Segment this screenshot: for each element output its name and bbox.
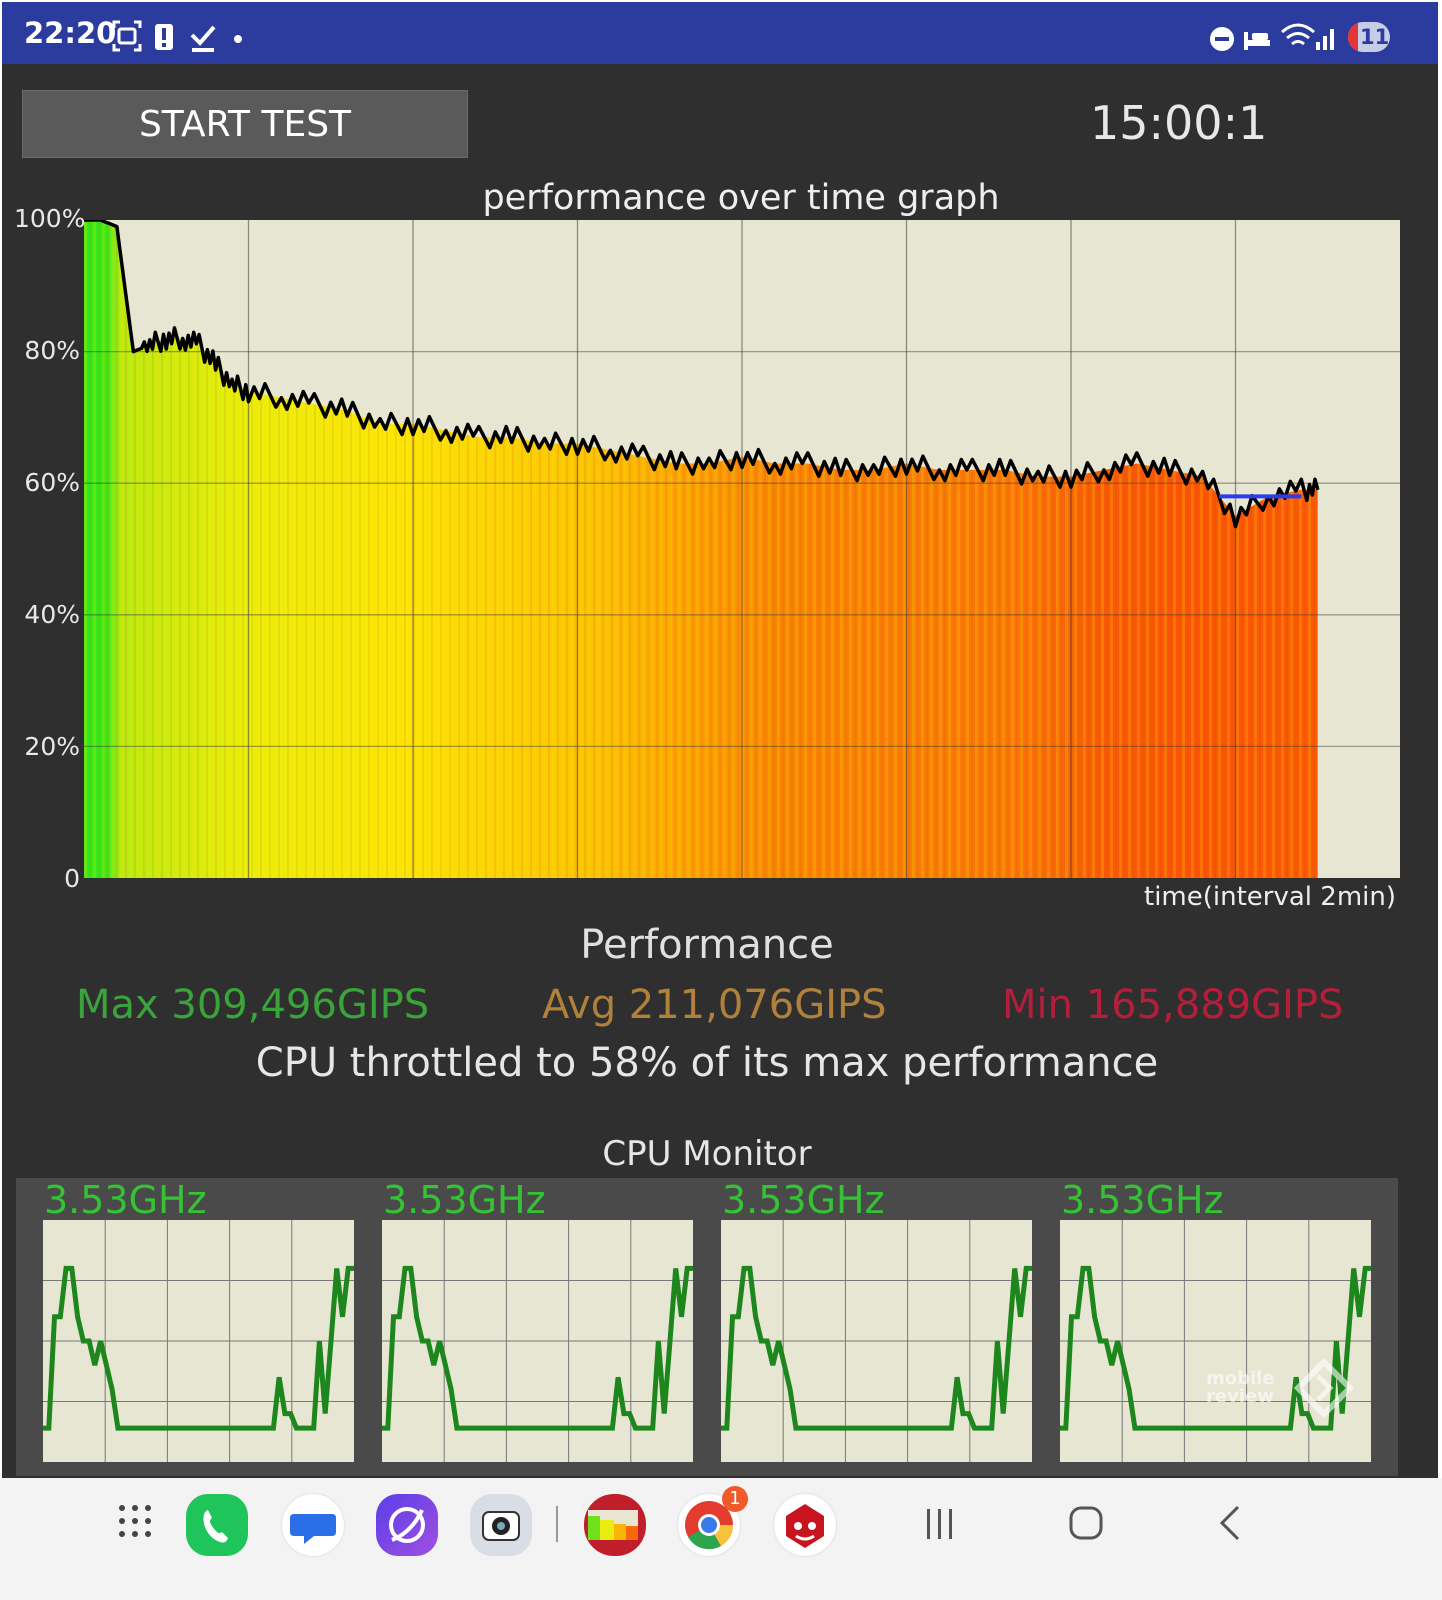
camera-app-icon[interactable]: [470, 1494, 532, 1556]
cpu-monitor-title: CPU Monitor: [602, 1134, 812, 1174]
cpu-core-frequency: 3.53GHz: [383, 1178, 546, 1222]
signal-icon: [1316, 29, 1334, 50]
start-test-button[interactable]: START TEST: [22, 90, 468, 158]
dot-icon: [234, 35, 242, 43]
apps-grid-icon[interactable]: [116, 1502, 156, 1542]
alert-icon: [155, 24, 173, 50]
throttle-summary: CPU throttled to 58% of its max performa…: [255, 1040, 1159, 1086]
phone-app-icon[interactable]: [186, 1494, 248, 1556]
internet-app-icon[interactable]: [376, 1494, 438, 1556]
cpu-core-graph: [721, 1220, 1032, 1462]
antutu-app-icon[interactable]: [774, 1494, 836, 1556]
y-tick-label: 20%: [24, 732, 80, 761]
home-icon[interactable]: [1066, 1503, 1106, 1543]
y-tick-label: 60%: [24, 468, 80, 497]
battery-indicator: 11: [1348, 22, 1390, 52]
cpu-frequency-line: [1060, 1265, 1371, 1431]
cpu-frequency-line: [43, 1265, 354, 1431]
watermark-text: mobile review: [1206, 1368, 1275, 1407]
cpu-core-graphs: [43, 1220, 1371, 1462]
cpu-core-graph: [382, 1220, 693, 1462]
y-tick-label: 80%: [24, 336, 80, 365]
bed-icon: [1244, 32, 1270, 50]
cpu-frequency-line: [382, 1265, 693, 1431]
cpu-core-frequency: 3.53GHz: [44, 1178, 207, 1222]
performance-line: [84, 220, 1320, 529]
performance-line-group: [84, 220, 1320, 529]
cpu-core-graph: [1060, 1220, 1371, 1462]
cpu-core-frequency: 3.53GHz: [1061, 1178, 1224, 1222]
status-icons: [112, 20, 1334, 52]
avg-performance: Avg 211,076GIPS: [542, 982, 887, 1028]
performance-heading: Performance: [580, 922, 834, 968]
y-tick-label: 40%: [24, 600, 80, 629]
notification-badge: 1: [722, 1486, 748, 1512]
wifi-icon: [1281, 23, 1315, 46]
performance-marks: [84, 220, 1318, 878]
min-performance: Min 165,889GIPS: [1002, 982, 1344, 1028]
x-axis-label: time(interval 2min): [1144, 882, 1396, 912]
throttling-app-icon[interactable]: [584, 1494, 646, 1556]
dock-divider: [556, 1506, 558, 1542]
cpu-core-graph: [43, 1220, 354, 1462]
watermark: mobile review: [1206, 1358, 1356, 1418]
test-timer: 15:00:1: [1090, 96, 1268, 150]
messages-app-icon[interactable]: [282, 1494, 344, 1556]
check-icon: [190, 25, 216, 52]
max-performance: Max 309,496GIPS: [76, 982, 430, 1028]
grid: [84, 220, 1400, 878]
back-icon[interactable]: [1212, 1503, 1252, 1543]
watermark-logo-icon: [1294, 1358, 1354, 1418]
recents-icon[interactable]: [920, 1503, 960, 1543]
performance-chart: [84, 220, 1400, 878]
performance-area-texture: [84, 220, 1318, 878]
status-bar: 22:20 11: [2, 2, 1438, 64]
y-tick-label: 0: [64, 864, 80, 893]
screenshot-icon: [112, 20, 142, 52]
battery-level: 11: [1360, 25, 1390, 49]
cpu-frequency-line: [721, 1265, 1032, 1431]
cpu-core-frequency: 3.53GHz: [722, 1178, 885, 1222]
dnd-icon: [1210, 27, 1234, 51]
y-tick-label: 100%: [14, 204, 86, 233]
graph-title: performance over time graph: [482, 178, 1000, 218]
status-time: 22:20: [24, 16, 117, 50]
